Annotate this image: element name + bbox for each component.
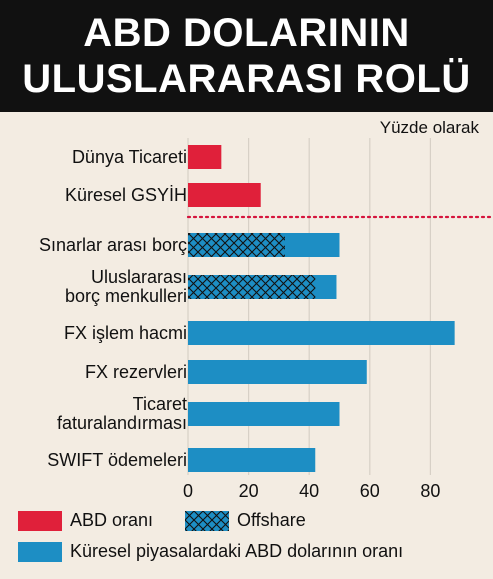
chart-title-line-2: ULUSLARARASI ROLÜ (22, 57, 471, 101)
x-tick-label: 60 (360, 481, 380, 501)
legend-label-offshare: Offshare (237, 510, 306, 530)
category-label-line: Küresel GSYİH (64, 184, 187, 205)
x-tick-label: 40 (299, 481, 319, 501)
category-label-line: Sınarlar arası borç (38, 234, 187, 255)
category-label-line: Ticaret (132, 394, 187, 414)
legend-label-us: ABD oranı (70, 510, 154, 530)
category-label-line: borç menkulleri (64, 286, 187, 306)
x-tick-label: 20 (239, 481, 259, 501)
category-label: Küresel GSYİH (64, 184, 187, 205)
legend-swatch-offshare (185, 510, 229, 531)
bar-global-share (188, 448, 316, 472)
category-label: Uluslararası borç menkulleri (65, 268, 187, 306)
legend-item-global-share: Küresel piyasalardaki ABD dolarının oran… (18, 541, 403, 562)
x-tick-label: 0 (183, 481, 193, 501)
category-label-line: faturalandırması (56, 413, 187, 433)
category-label: FX işlem hacmi (63, 322, 187, 343)
legend-swatch-us (18, 510, 62, 531)
x-tick-label: 80 (420, 481, 440, 501)
bar-offshare (188, 233, 285, 257)
legend-item-us-share: ABD oranı (18, 510, 153, 531)
category-label: FX rezervleri (84, 361, 187, 382)
unit-label: Yüzde olarak (379, 118, 479, 137)
bar-us-share (188, 183, 261, 207)
title-banner: ABD DOLARININ ULUSLARARASI ROLÜ (0, 0, 493, 112)
legend-swatch-global (18, 541, 62, 562)
chart-title-line-1: ABD DOLARININ (83, 11, 410, 55)
category-label-line: FX işlem hacmi (63, 322, 187, 343)
category-label: Sınarlar arası borç (38, 234, 187, 255)
category-label: SWIFT ödemeleri (47, 449, 187, 470)
bar-us-share (188, 145, 222, 169)
category-label-line: SWIFT ödemeleri (47, 449, 187, 470)
bar-offshare (188, 275, 316, 299)
bar-global-share (188, 402, 340, 426)
legend-label-global: Küresel piyasalardaki ABD dolarının oran… (70, 541, 404, 561)
category-label: Dünya Ticareti (71, 146, 187, 167)
category-label-line: Dünya Ticareti (71, 146, 187, 167)
category-label: Ticaret faturalandırması (57, 395, 187, 433)
category-label-line: Uluslararası (90, 267, 187, 287)
legend-item-offshare: Offshare (185, 510, 306, 531)
bar-global-share (188, 321, 455, 345)
bar-global-share (188, 360, 367, 384)
category-label-line: FX rezervleri (84, 361, 187, 382)
